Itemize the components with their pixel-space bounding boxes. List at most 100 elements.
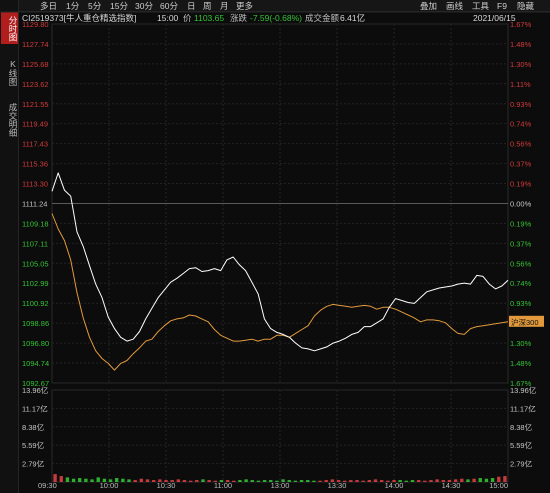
price-tick-label: 1113.30 <box>22 180 48 189</box>
volume-bar <box>503 476 507 482</box>
volume-bar <box>490 478 495 482</box>
time-tick-label: 15:00 <box>489 481 508 490</box>
hide-button[interactable]: 隐藏 <box>517 1 535 11</box>
volume-bar <box>151 480 156 482</box>
volume-bar <box>416 480 421 482</box>
tools-button[interactable]: 工具 <box>472 1 490 11</box>
price-tick-label: 1094.74 <box>22 359 49 368</box>
tab-kline[interactable]: K线图 <box>8 59 18 86</box>
price-tick-label: 1105.05 <box>22 259 49 268</box>
price-tick-label: 1096.80 <box>22 339 49 348</box>
price-label: 价 <box>183 13 192 23</box>
volume-bar <box>96 477 100 482</box>
period-multiday-button[interactable]: 多日 <box>40 1 58 11</box>
volume-bar <box>299 480 304 482</box>
volume-bar <box>139 478 144 482</box>
more-periods-button[interactable]: 更多 <box>236 1 254 11</box>
price-tick-label: 1121.55 <box>22 100 49 109</box>
tab-intraday[interactable]: 分时图 <box>1 12 18 44</box>
volume-tick-label-left: 13.96亿 <box>22 385 49 395</box>
volume-bar <box>367 480 372 482</box>
price-lines <box>51 172 509 371</box>
volume-bar <box>306 480 310 482</box>
draw-line-button[interactable]: 画线 <box>446 1 464 11</box>
percent-tick-label: 0.37% <box>510 239 532 248</box>
price-tick-label: 1125.68 <box>22 60 49 69</box>
volume-bar <box>497 476 501 482</box>
volume-bar <box>293 480 298 482</box>
volume-bar <box>176 479 181 482</box>
percent-tick-label: 0.37% <box>510 160 532 169</box>
volume-bar <box>398 480 402 482</box>
volume-bar <box>429 480 433 482</box>
period-5min-button[interactable]: 5分 <box>88 1 102 11</box>
volume-bar <box>453 479 458 482</box>
period-60min-button[interactable]: 60分 <box>160 1 178 11</box>
volume-tick-label-left: 11.17亿 <box>22 403 48 413</box>
volume-tick-label-right: 5.59亿 <box>510 440 533 450</box>
period-day-button[interactable]: 日 <box>187 1 196 11</box>
volume-bar <box>460 478 464 482</box>
quote-info-bar: CI2519373[牛人重仓精选指数] 15:00 价 1103.65 涨跌 -… <box>19 12 550 24</box>
price-tick-label: 1100.92 <box>22 299 49 308</box>
period-15min-button[interactable]: 15分 <box>110 1 128 11</box>
volume-bar <box>90 479 94 482</box>
volume-bar <box>330 479 335 482</box>
time-tick-label: 10:30 <box>157 481 176 490</box>
volume-bar <box>466 479 470 482</box>
time-tick-label: 14:00 <box>385 481 404 490</box>
price-tick-label: 1107.11 <box>22 239 48 248</box>
volume-bar <box>275 480 279 482</box>
volume-bar <box>343 480 347 482</box>
volume-bar <box>324 480 328 482</box>
volume-bar <box>250 480 254 482</box>
volume-tick-label-right: 2.79亿 <box>510 459 533 469</box>
hs300-line <box>51 213 509 371</box>
time-axis: 09:30 10:00 10:30 11:00 13:00 13:30 14:00 14:30… <box>38 481 508 490</box>
volume-bar <box>312 480 316 482</box>
volume-bar <box>232 480 236 482</box>
volume-bar <box>472 478 476 482</box>
volume-tick-label-right: 13.96亿 <box>510 385 537 395</box>
overlay-label-box <box>509 315 544 327</box>
price-tick-label: 1092.67 <box>22 379 49 388</box>
volume-bar <box>478 478 482 482</box>
amount-label: 成交金额 <box>305 13 340 23</box>
volume-bar <box>287 480 291 482</box>
percent-tick-label: 0.19% <box>510 180 532 189</box>
volume-tick-label-right: 11.17亿 <box>510 403 536 413</box>
price-tick-label: 1111.24 <box>22 199 47 208</box>
volume-bar <box>225 480 230 482</box>
volume-bar <box>281 479 285 482</box>
volume-bar <box>195 480 199 482</box>
volume-tick-label-right: 8.38亿 <box>510 422 533 432</box>
percent-tick-label: 0.93% <box>510 299 532 308</box>
period-30min-button[interactable]: 30分 <box>135 1 153 11</box>
time-tick-label: 13:00 <box>271 481 290 490</box>
volume-bar <box>361 480 365 482</box>
time-tick-label: 13:30 <box>328 481 347 490</box>
f9-button[interactable]: F9 <box>497 1 507 11</box>
tab-trade-details[interactable]: 成交明细 <box>8 102 18 137</box>
volume-bars <box>53 474 507 482</box>
volume-bar <box>423 480 427 482</box>
right-percent-axis: 1.67% 1.48% 1.30% 1.11% 0.93% 0.74% 0.56% 0.37%… <box>510 20 532 388</box>
percent-tick-label: 1.67% <box>510 20 532 29</box>
change-value: -7.59(-0.68%) <box>250 13 302 23</box>
overlay-button[interactable]: 叠加 <box>420 1 438 11</box>
period-1min-button[interactable]: 1分 <box>66 1 80 11</box>
price-tick-label: 1129.80 <box>22 20 49 29</box>
period-month-button[interactable]: 月 <box>220 1 229 11</box>
volume-bar <box>219 480 224 482</box>
volume-bar <box>256 480 261 482</box>
volume-bar <box>78 478 82 482</box>
period-week-button[interactable]: 周 <box>203 1 212 11</box>
percent-tick-label: 0.00% <box>510 199 532 208</box>
volume-bar <box>404 480 409 482</box>
percent-tick-label: 1.11% <box>510 80 531 89</box>
volume-bar <box>379 480 384 482</box>
percent-tick-label: 0.56% <box>510 259 532 268</box>
time-tick-label: 09:30 <box>38 481 57 490</box>
